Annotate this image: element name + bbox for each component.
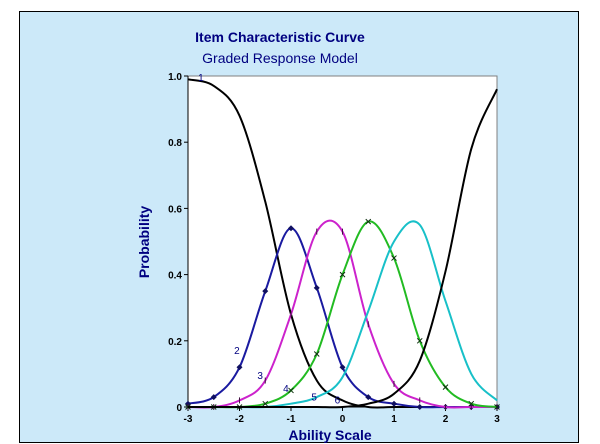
series-2-point <box>236 364 243 371</box>
x-tick-label: -1 <box>287 414 296 425</box>
y-tick-label: 0.6 <box>168 204 182 215</box>
series-2-point <box>210 394 217 401</box>
series-4-point <box>339 271 346 278</box>
series-2-point <box>365 394 372 401</box>
series-4-point <box>262 400 269 407</box>
series-4-label: 4 <box>283 384 289 395</box>
series-4-point <box>365 218 372 225</box>
y-tick-label: 0.8 <box>168 138 182 149</box>
x-tick-label: 1 <box>391 414 397 425</box>
series-2-point <box>288 225 294 232</box>
y-tick-label: 0 <box>176 403 182 414</box>
series-2-point <box>391 400 397 407</box>
series-4-point <box>288 387 294 394</box>
series-2-label: 2 <box>234 346 240 357</box>
chart-frame: Item Characteristic Curve Graded Respons… <box>19 11 579 443</box>
plot-background <box>187 75 498 408</box>
x-tick-label: 3 <box>494 414 500 425</box>
plot-area: 0 0.2 0.4 0.6 0.8 1.0 -3 -2 -1 0 1 2 3 1 2 3 4 5 6 <box>168 72 500 425</box>
x-tick-label: 2 <box>443 414 449 425</box>
series-2-point <box>313 284 320 291</box>
y-tick-label: 0.4 <box>168 271 182 282</box>
x-tick-label: -2 <box>235 414 244 425</box>
series-1-label: 1 <box>198 73 204 84</box>
series-2-point <box>262 288 269 295</box>
y-tick-label: 0.2 <box>168 337 182 348</box>
series-4-point <box>313 351 320 357</box>
series-2-point <box>416 404 423 410</box>
x-tick-label: 0 <box>340 414 346 425</box>
x-axis-title: Ability Scale <box>288 427 371 443</box>
series-4-point <box>391 255 397 261</box>
x-tick-label: -3 <box>184 414 193 425</box>
chart-subtitle: Graded Response Model <box>202 50 358 66</box>
y-axis-title: Probability <box>136 206 152 279</box>
series-4-point <box>494 404 500 410</box>
series-5-label: 5 <box>311 392 317 403</box>
series-2-point <box>339 364 346 371</box>
chart-title: Item Characteristic Curve <box>195 29 365 45</box>
series-4-point <box>416 337 423 344</box>
chart-svg: Item Characteristic Curve Graded Respons… <box>136 29 500 443</box>
series-6-line <box>187 88 498 409</box>
series-6-label: 6 <box>335 396 341 407</box>
series-4-point <box>442 384 449 390</box>
series-3-label: 3 <box>257 371 263 382</box>
series-4-point <box>468 400 475 407</box>
y-tick-label: 1.0 <box>168 72 182 83</box>
